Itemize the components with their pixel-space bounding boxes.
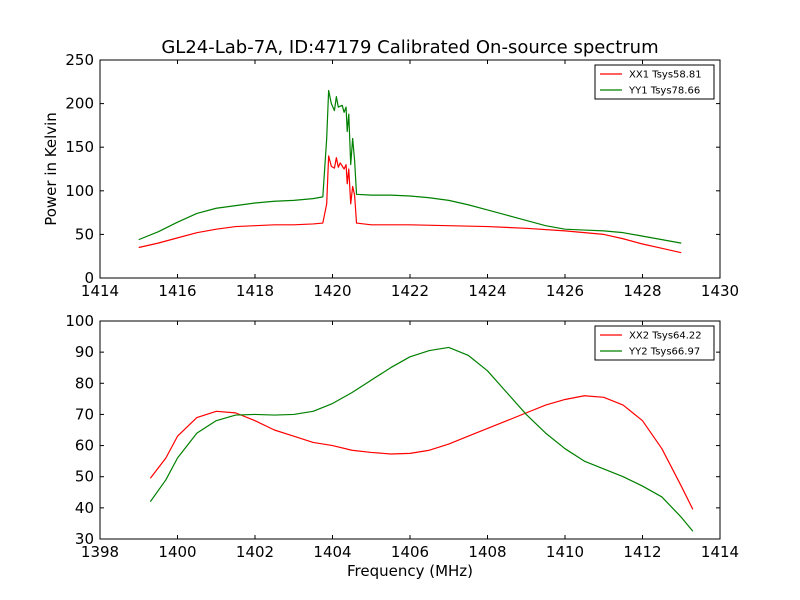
x-tick-label: 1406 [391,543,429,561]
x-tick-label: 1426 [546,282,584,300]
legend-entry-label: XX1 Tsys58.81 [629,70,702,81]
x-tick-label: 1412 [623,543,661,561]
y-tick-label: 50 [75,225,94,243]
legend-entry-label: XX2 Tsys64.22 [629,331,702,342]
x-tick-label: 1416 [158,282,196,300]
y-tick-label: 90 [75,343,94,361]
x-tick-label: 1414 [701,543,739,561]
legend-entry-label: YY1 Tsys78.66 [628,86,700,97]
y-tick-label: 30 [75,530,94,548]
series-line-2-1 [149,395,694,510]
y-tick-label: 100 [65,182,94,200]
x-tick-label: 1400 [158,543,196,561]
y-tick-label: 150 [65,138,94,156]
plot-area [138,89,682,254]
x-tick-label: 1414 [81,282,119,300]
x-tick-label: 1422 [391,282,429,300]
x-tick-label: 1410 [546,543,584,561]
y-tick-label: 200 [65,95,94,113]
y-tick-label: 100 [65,312,94,330]
chart-panel-1: 1414 1416 1418 1420 1422 1424 1426 1428 1430 0 50 1… [42,51,739,300]
x-tick-label: 1430 [701,282,739,300]
series-line-1-1 [138,155,682,254]
y-axis-label: Power in Kelvin [42,112,60,226]
x-axis-label: Frequency (MHz) [347,562,473,580]
legend-entry-label: YY2 Tsys66.97 [628,347,700,358]
chart-panels: 1414 1416 1418 1420 1422 1424 1426 1428 14300501… [42,51,739,580]
plot-area [149,346,694,532]
y-tick-label: 50 [75,468,94,486]
x-tick-label: 1420 [313,282,351,300]
x-tick-label: 1424 [468,282,506,300]
x-tick-label: 1408 [468,543,506,561]
y-tick-label: 60 [75,437,94,455]
y-tick-label: 70 [75,405,94,423]
y-tick-label: 0 [84,269,94,287]
legend-box [594,325,715,361]
legend: XX1 Tsys58.81 YY1 Tsys78.66 [594,64,715,100]
legend-box [594,64,715,100]
figure-title: GL24-Lab-7A, ID:47179 Calibrated On-sour… [161,37,658,58]
y-tick-label: 40 [75,499,94,517]
series-line-1-2 [138,89,682,244]
series-line-2-2 [149,346,694,532]
x-tick-label: 1418 [236,282,274,300]
x-tick-label: 1404 [313,543,351,561]
x-tick-label: 1398 [81,543,119,561]
x-tick-label: 1428 [623,282,661,300]
chart-panel-2: 1398 1400 1402 1404 1406 1408 1410 1412 1414 30 40… [65,312,739,580]
legend: XX2 Tsys64.22 YY2 Tsys66.97 [594,325,715,361]
y-tick-label: 80 [75,374,94,392]
x-tick-label: 1402 [236,543,274,561]
y-tick-label: 250 [65,51,94,69]
